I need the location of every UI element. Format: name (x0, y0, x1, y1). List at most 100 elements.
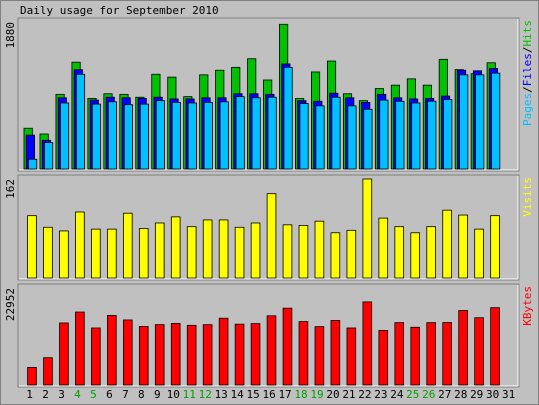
bar-kbytes-day-30 (490, 307, 500, 386)
bar-visits-day-7 (123, 212, 133, 279)
bar-pages-day-1 (28, 158, 38, 170)
bar-kbytes-day-3 (59, 322, 69, 386)
day-label-8: 8 (138, 388, 145, 401)
bar-visits-day-3 (59, 230, 69, 279)
bar-visits-day-29 (474, 228, 484, 279)
bar-pages-day-14 (235, 96, 245, 170)
bar-visits-day-22 (362, 178, 373, 279)
bar-kbytes-day-24 (394, 322, 405, 386)
bar-visits-day-24 (394, 226, 405, 279)
bar-kbytes-day-22 (362, 301, 373, 386)
bar-kbytes-day-19 (314, 326, 325, 386)
bar-visits-day-1 (27, 215, 37, 279)
bar-kbytes-day-1 (27, 367, 37, 386)
day-label-9: 9 (154, 388, 161, 401)
day-label-21: 21 (342, 388, 355, 401)
bar-kbytes-day-13 (218, 317, 229, 386)
bar-kbytes-day-16 (266, 315, 277, 386)
bar-kbytes-day-10 (170, 322, 181, 386)
bar-pages-day-12 (203, 101, 213, 170)
bar-visits-day-27 (442, 209, 452, 279)
day-label-29: 29 (470, 388, 483, 401)
day-label-16: 16 (262, 388, 275, 401)
bar-pages-day-22 (363, 108, 373, 170)
bar-pages-day-17 (283, 66, 293, 170)
day-label-18: 18 (294, 388, 307, 401)
bar-kbytes-day-27 (442, 322, 452, 386)
legend-segment: Visits (521, 177, 534, 217)
day-label-14: 14 (231, 388, 245, 401)
bar-pages-day-9 (155, 100, 165, 170)
series-legend-label: Visits (521, 177, 534, 217)
bar-kbytes-day-23 (378, 329, 389, 386)
bar-visits-day-23 (378, 217, 389, 279)
day-label-11: 11 (183, 388, 196, 401)
series-legend-label: Pages/Files/Hits (521, 20, 534, 126)
bar-kbytes-day-26 (426, 322, 436, 386)
bar-visits-day-6 (107, 228, 117, 279)
bar-kbytes-day-28 (458, 310, 468, 386)
bar-pages-day-29 (475, 74, 485, 170)
bar-pages-day-28 (459, 74, 469, 170)
day-label-31: 31 (502, 388, 515, 401)
bar-visits-day-30 (490, 215, 500, 279)
legend-segment: KBytes (521, 286, 534, 326)
bar-pages-day-10 (171, 101, 181, 170)
bar-visits-day-14 (234, 226, 245, 279)
day-axis-labels: 1 2 3 4 5 6 7 8 9 10 11 12 13 14 15 16 17 18 19 20 21 22 23 24 2… (26, 388, 515, 401)
bar-visits-day-4 (75, 211, 85, 279)
bar-visits-day-15 (250, 222, 261, 279)
day-label-28: 28 (454, 388, 467, 401)
day-label-1: 1 (26, 388, 33, 401)
bar-visits-day-16 (266, 193, 277, 279)
bar-kbytes-day-15 (250, 323, 261, 386)
bar-pages-day-26 (427, 100, 437, 170)
bar-kbytes-day-4 (75, 311, 85, 386)
bar-visits-day-12 (202, 219, 213, 279)
bar-pages-day-21 (347, 105, 357, 170)
day-label-15: 15 (247, 388, 260, 401)
bar-visits-day-8 (138, 228, 149, 279)
bar-pages-day-13 (219, 101, 229, 170)
bar-pages-day-27 (443, 99, 453, 170)
bar-visits-day-17 (282, 224, 293, 279)
day-label-20: 20 (326, 388, 339, 401)
bar-pages-day-8 (139, 103, 149, 170)
bar-kbytes-day-21 (346, 327, 357, 386)
y-max-label: 22952 (4, 288, 17, 321)
legend-segment: Files (521, 53, 534, 86)
bar-visits-day-11 (186, 226, 197, 279)
bar-kbytes-day-8 (138, 326, 149, 386)
bar-kbytes-day-20 (330, 320, 341, 386)
bar-kbytes-day-6 (107, 314, 117, 386)
day-label-19: 19 (310, 388, 323, 401)
bar-visits-day-9 (154, 222, 165, 279)
day-label-30: 30 (486, 388, 499, 401)
bar-kbytes-day-18 (298, 321, 309, 386)
series-legend-label: KBytes (521, 286, 534, 326)
bar-kbytes-day-7 (123, 319, 133, 386)
bar-pages-day-7 (123, 104, 133, 170)
day-label-22: 22 (358, 388, 371, 401)
day-label-27: 27 (438, 388, 451, 401)
bar-pages-day-24 (395, 100, 405, 170)
bar-pages-day-20 (331, 96, 341, 170)
bar-kbytes-day-12 (202, 324, 213, 386)
bar-pages-day-3 (60, 102, 70, 170)
bar-pages-day-30 (491, 72, 501, 170)
day-label-12: 12 (199, 388, 212, 401)
legend-segment: Hits (521, 20, 534, 47)
bar-visits-day-18 (298, 225, 309, 279)
bar-pages-day-6 (107, 101, 118, 170)
bar-kbytes-day-11 (186, 324, 197, 386)
bar-kbytes-day-29 (474, 317, 484, 386)
day-label-24: 24 (390, 388, 404, 401)
day-label-5: 5 (90, 388, 97, 401)
bar-kbytes-day-2 (43, 357, 53, 386)
day-label-26: 26 (422, 388, 435, 401)
day-label-23: 23 (374, 388, 387, 401)
bar-visits-day-13 (218, 219, 229, 279)
